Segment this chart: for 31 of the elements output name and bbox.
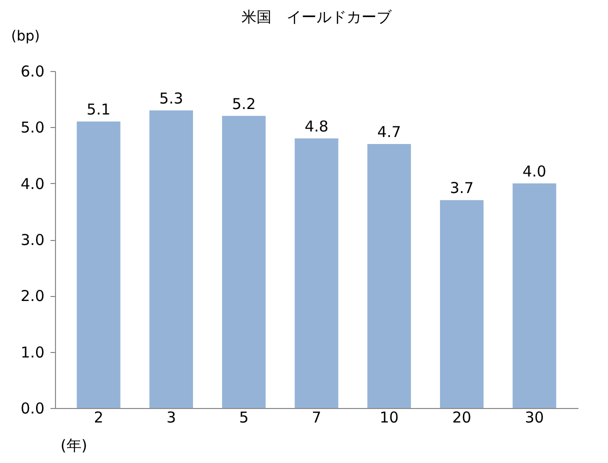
bar [222, 116, 266, 408]
data-label: 4.0 [522, 162, 546, 180]
data-label: 5.3 [159, 89, 184, 108]
x-tick-label: 2 [94, 408, 104, 426]
data-label: 5.2 [232, 94, 256, 113]
bar [512, 183, 556, 408]
bar [367, 144, 411, 408]
bar [76, 122, 120, 408]
data-label: 3.7 [450, 179, 474, 198]
bar [440, 200, 484, 408]
y-tick-label: 0.0 [20, 400, 44, 418]
data-label: 4.7 [377, 123, 402, 142]
x-tick-label: 7 [312, 408, 322, 426]
x-tick-label: 10 [380, 408, 399, 426]
y-tick-label: 5.0 [20, 118, 44, 137]
bar [294, 138, 338, 408]
y-axis-title: (bp) [11, 28, 40, 44]
y-tick-label: 2.0 [20, 287, 44, 306]
x-tick-label: 3 [166, 408, 176, 426]
data-label: 4.8 [304, 117, 328, 136]
bar [149, 110, 194, 408]
x-tick-label: 5 [239, 408, 249, 426]
chart-title: 米国 イールドカーブ [242, 8, 392, 26]
x-tick-label: 30 [524, 408, 544, 426]
y-tick-label: 4.0 [20, 174, 44, 193]
x-axis-title: (年) [60, 436, 88, 454]
y-tick-label: 3.0 [20, 231, 44, 249]
y-tick-label: 6.0 [20, 62, 44, 80]
x-tick-label: 20 [452, 408, 472, 426]
y-tick-label: 1.0 [20, 343, 44, 362]
data-label: 5.1 [86, 100, 111, 119]
